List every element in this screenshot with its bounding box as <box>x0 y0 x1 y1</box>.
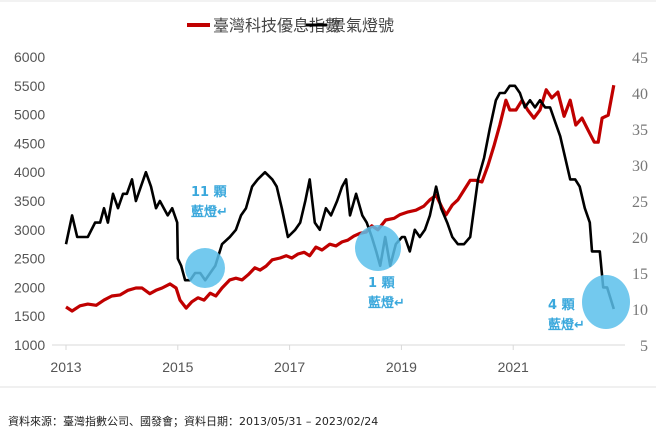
y-left-tick-label: 1500 <box>14 308 45 324</box>
y-right-tick-label: 35 <box>632 122 648 139</box>
y-left-tick-label: 3500 <box>14 193 45 209</box>
y-left-tick-label: 6000 <box>14 49 45 65</box>
annotation-3-count: 4 顆 <box>548 298 576 313</box>
annotation-1-label: 藍燈↵ <box>191 204 228 220</box>
y-right-tick-label: 45 <box>632 50 648 67</box>
x-tick-label: 2013 <box>50 359 81 375</box>
annotation-2-label: 藍燈↵ <box>368 295 405 311</box>
y-left-tick-label: 5000 <box>14 107 45 123</box>
y-left-tick-label: 3000 <box>14 222 45 238</box>
y-right-tick-label: 40 <box>632 86 648 103</box>
y-right-tick-label: 25 <box>632 194 648 211</box>
highlight-circle-2018 <box>355 225 401 271</box>
series-line-index <box>65 84 616 313</box>
x-tick-label: 2019 <box>386 359 417 375</box>
legend-label-signal: 景氣燈號 <box>330 16 394 35</box>
legend-label-index: 臺灣科技優息指數 <box>213 16 341 35</box>
highlight-circle-2022 <box>582 275 630 329</box>
x-tick-label: 2021 <box>498 359 529 375</box>
annotation-1-count: 11 顆 <box>191 185 228 200</box>
y-left-tick-label: 4500 <box>14 135 45 151</box>
y-left-tick-label: 2500 <box>14 251 45 267</box>
x-tick-label: 2017 <box>274 359 305 375</box>
y-right-tick-label: 5 <box>640 338 648 355</box>
x-tick-label: 2015 <box>162 359 193 375</box>
source-note: 資料來源：臺灣指數公司、國發會；資料日期：2013/05/31 – 2023/0… <box>8 415 379 428</box>
annotation-2-count: 1 顆 <box>368 276 396 291</box>
annotation-3-label: 藍燈↵ <box>548 317 585 333</box>
y-right-tick-label: 20 <box>632 230 648 247</box>
series-line-signal <box>64 84 616 310</box>
highlight-circle-2015 <box>185 248 225 288</box>
y-right-tick-label: 30 <box>632 158 648 175</box>
y-left-tick-label: 2000 <box>14 279 45 295</box>
y-left-tick-label: 4000 <box>14 164 45 180</box>
y-right-tick-label: 15 <box>632 266 648 283</box>
y-left-tick-label: 5500 <box>14 78 45 94</box>
y-left-tick-label: 1000 <box>14 337 45 353</box>
y-right-tick-label: 10 <box>632 302 648 319</box>
